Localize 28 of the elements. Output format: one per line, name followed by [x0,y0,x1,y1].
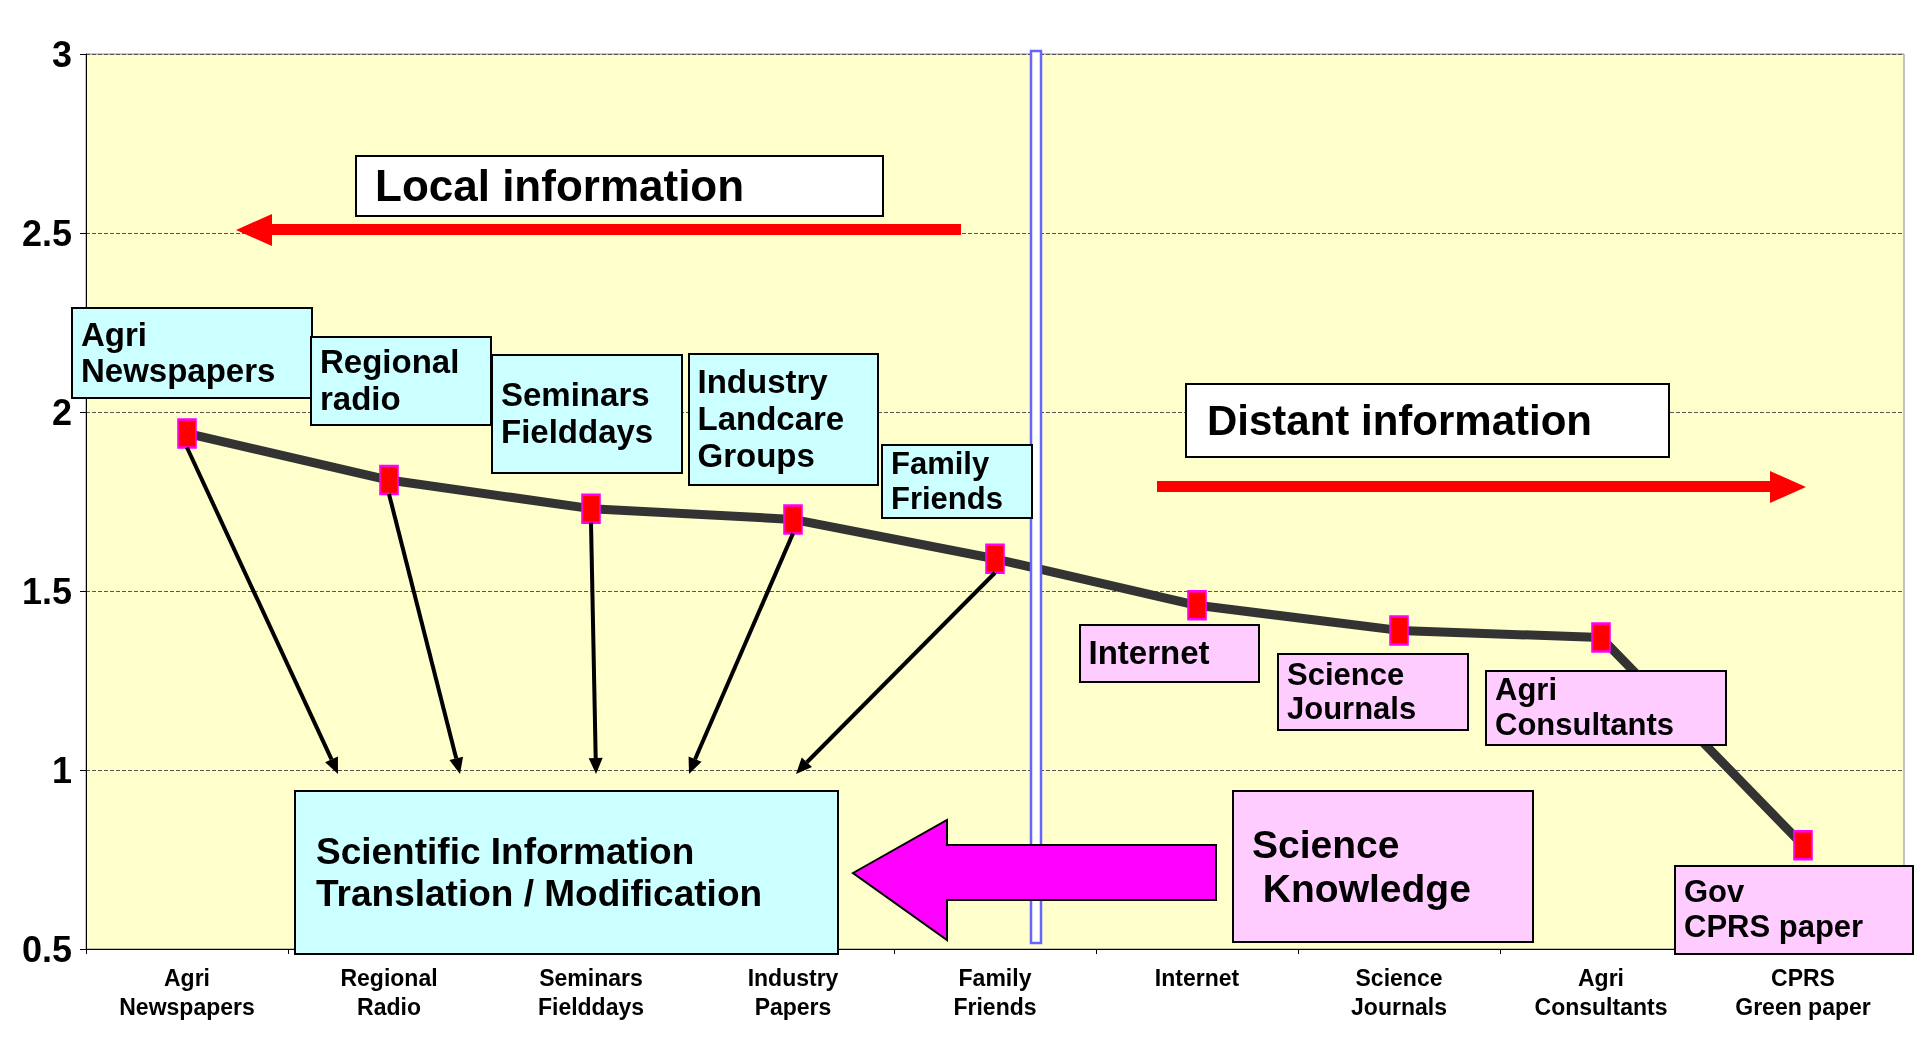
x-tick-label: CPRS Green paper [1735,964,1871,1020]
text-box: Family Friends [881,444,1033,520]
text-box: Distant information [1185,383,1670,458]
x-tick-label: Seminars Fielddays [537,964,645,1020]
x-tick-label: Internet [1154,964,1240,991]
text-box: Agri Consultants [1485,669,1727,746]
y-tick-label: 1.5 [21,570,72,612]
x-tick-label: Agri Consultants [1534,964,1668,1020]
y-tick-label: 0.5 [21,928,72,970]
y-tick-label: 2.5 [21,212,72,254]
text-box: Science Knowledge [1232,790,1534,943]
y-tick-label: 3 [51,33,72,75]
text-box: Science Journals [1277,653,1469,732]
text-box: Agri Newspapers [71,307,313,400]
x-tick-label: Regional Radio [340,964,438,1020]
y-tick-label: 1 [51,749,72,791]
text-box: Industry Landcare Groups [687,352,879,486]
text-box: Scientific Information Translation / Modification [294,790,839,955]
x-tick-label: Science Journals [1351,964,1447,1020]
x-tick-label: Industry Papers [747,964,839,1020]
text-box: Gov CPRS paper [1674,865,1914,956]
x-tick-label: Family Friends [953,964,1037,1020]
text-box: Seminars Fielddays [491,353,683,474]
text-box: Regional radio [310,336,492,426]
y-tick-label: 2 [51,391,72,433]
x-tick-label: Agri Newspapers [119,964,255,1020]
text-box: Local information [355,155,884,217]
text-box: Internet [1078,623,1260,683]
